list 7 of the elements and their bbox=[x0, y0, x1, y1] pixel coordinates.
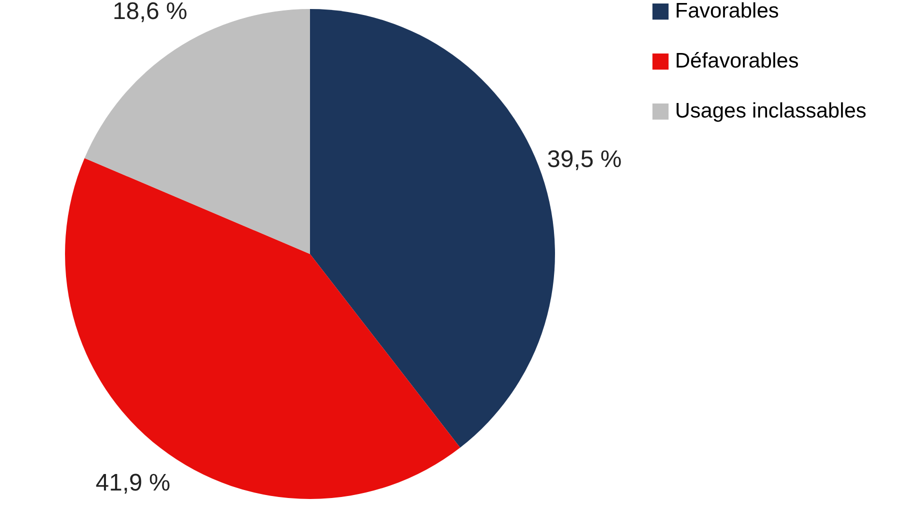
legend-label: Défavorables bbox=[675, 50, 799, 72]
data-label: 18,6 % bbox=[112, 0, 188, 26]
data-label: 39,5 % bbox=[547, 146, 622, 174]
pie-slice bbox=[65, 158, 460, 499]
data-label: 41,9 % bbox=[96, 470, 170, 497]
legend-label: Favorables bbox=[675, 0, 779, 22]
legend-label: Usages inclassables bbox=[675, 100, 866, 122]
